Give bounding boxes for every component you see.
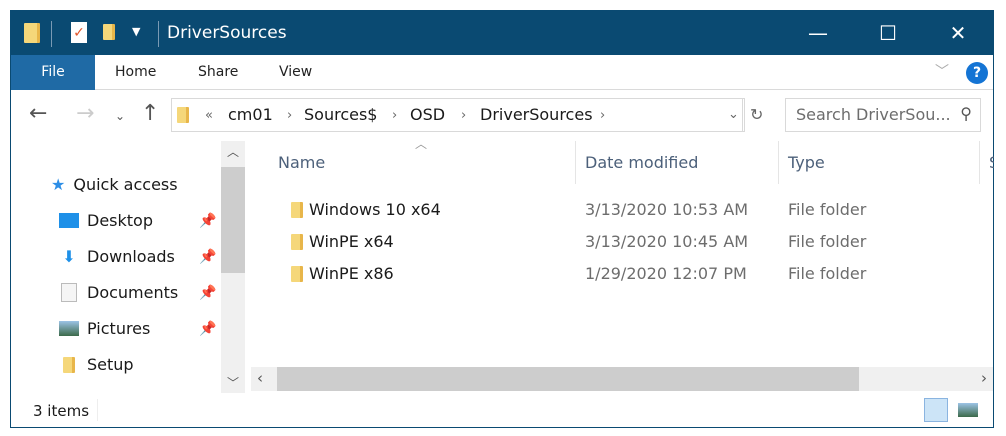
- star-icon: ★: [51, 175, 66, 194]
- tab-share[interactable]: Share: [198, 64, 239, 80]
- large-icons-view-button[interactable]: [958, 403, 978, 417]
- tab-home[interactable]: Home: [115, 64, 157, 80]
- customize-toolbar-icon[interactable]: ▼: [132, 25, 141, 38]
- minimize-button[interactable]: —: [808, 21, 828, 45]
- address-dropdown-icon[interactable]: ⌄: [728, 107, 739, 122]
- scroll-thumb: [221, 167, 245, 273]
- column-size[interactable]: Size: [989, 153, 994, 172]
- scroll-right-icon: ›: [981, 369, 987, 387]
- folder-icon: [291, 202, 303, 218]
- sidebar-item-setup[interactable]: Setup: [59, 355, 134, 374]
- window-title: DriverSources: [167, 23, 287, 43]
- download-icon: ⬇: [62, 247, 76, 266]
- crumb-driversources[interactable]: DriverSources: [480, 105, 593, 124]
- pin-icon[interactable]: 📌: [199, 321, 217, 337]
- scroll-down-icon: ﹀: [226, 376, 239, 390]
- file-name: WinPE x64: [309, 232, 394, 251]
- recent-locations-icon[interactable]: ⌄: [115, 109, 126, 123]
- pin-icon[interactable]: 📌: [199, 249, 217, 265]
- folder-icon: [63, 356, 75, 373]
- refresh-icon[interactable]: ↻: [750, 105, 764, 124]
- navigation-pane: ★ Quick access Desktop 📌 ⬇ Downloads 📌 Doc…: [11, 141, 221, 393]
- close-button[interactable]: ✕: [949, 21, 967, 45]
- pin-icon[interactable]: 📌: [199, 285, 217, 301]
- file-date: 1/29/2020 12:07 PM: [585, 264, 747, 283]
- column-date[interactable]: Date modified: [585, 153, 699, 172]
- overflow-crumbs[interactable]: «: [205, 108, 213, 123]
- sidebar-quick-access[interactable]: ★ Quick access: [51, 175, 178, 194]
- ribbon: File Home Share View ﹀ ?: [11, 55, 993, 90]
- scroll-left-icon: ‹: [257, 369, 263, 387]
- pictures-icon: [59, 321, 79, 336]
- back-button[interactable]: ←: [29, 101, 48, 126]
- sidebar-item-pictures[interactable]: Pictures: [59, 319, 150, 338]
- maximize-button[interactable]: ☐: [879, 21, 897, 45]
- properties-icon[interactable]: ✓: [71, 22, 87, 43]
- file-name: WinPE x86: [309, 264, 394, 283]
- column-name[interactable]: Name: [278, 153, 326, 172]
- forward-button[interactable]: →: [76, 101, 95, 126]
- address-bar[interactable]: « cm01 › Sources$ › OSD › DriverSources …: [171, 98, 763, 132]
- file-name: Windows 10 x64: [309, 200, 441, 219]
- folder-icon: [291, 234, 303, 250]
- sidebar-item-desktop[interactable]: Desktop: [59, 211, 153, 230]
- title-bar: ✓ ▼ DriverSources — ☐ ✕: [11, 11, 993, 55]
- documents-icon: [61, 283, 77, 302]
- folder-icon: [177, 107, 189, 123]
- crumb-sources[interactable]: Sources$: [304, 105, 378, 124]
- item-count: 3 items: [33, 402, 90, 420]
- sidebar-scrollbar[interactable]: ︿ ﹀: [221, 141, 245, 393]
- pin-icon[interactable]: 📌: [199, 213, 217, 229]
- search-input[interactable]: Search DriverSou... ⚲: [785, 98, 981, 132]
- sort-ascending-icon: ︿: [415, 137, 428, 151]
- explorer-window: ✓ ▼ DriverSources — ☐ ✕ File Home Share …: [10, 10, 994, 428]
- new-folder-icon[interactable]: [103, 24, 115, 40]
- scroll-thumb: [277, 367, 859, 391]
- search-icon: ⚲: [960, 104, 972, 123]
- tab-file[interactable]: File: [11, 55, 95, 90]
- expand-ribbon-icon[interactable]: ﹀: [935, 64, 949, 80]
- crumb-osd[interactable]: OSD: [410, 105, 446, 124]
- scroll-up-icon: ︿: [226, 145, 239, 159]
- folder-icon: [291, 266, 303, 282]
- sidebar-item-documents[interactable]: Documents: [59, 283, 178, 302]
- file-date: 3/13/2020 10:45 AM: [585, 232, 749, 251]
- sidebar-item-downloads[interactable]: ⬇ Downloads: [59, 247, 175, 266]
- file-type: File folder: [788, 264, 867, 283]
- up-button[interactable]: ↑: [141, 101, 160, 126]
- help-icon[interactable]: ?: [966, 62, 988, 84]
- file-type: File folder: [788, 232, 867, 251]
- file-type: File folder: [788, 200, 867, 219]
- file-date: 3/13/2020 10:53 AM: [585, 200, 749, 219]
- column-type[interactable]: Type: [788, 153, 825, 172]
- tab-view[interactable]: View: [279, 64, 313, 80]
- folder-icon: [24, 23, 40, 43]
- crumb-cm01[interactable]: cm01: [228, 105, 273, 124]
- details-view-button[interactable]: [924, 398, 948, 422]
- horizontal-scrollbar[interactable]: ‹ ›: [251, 367, 993, 391]
- desktop-icon: [59, 213, 79, 228]
